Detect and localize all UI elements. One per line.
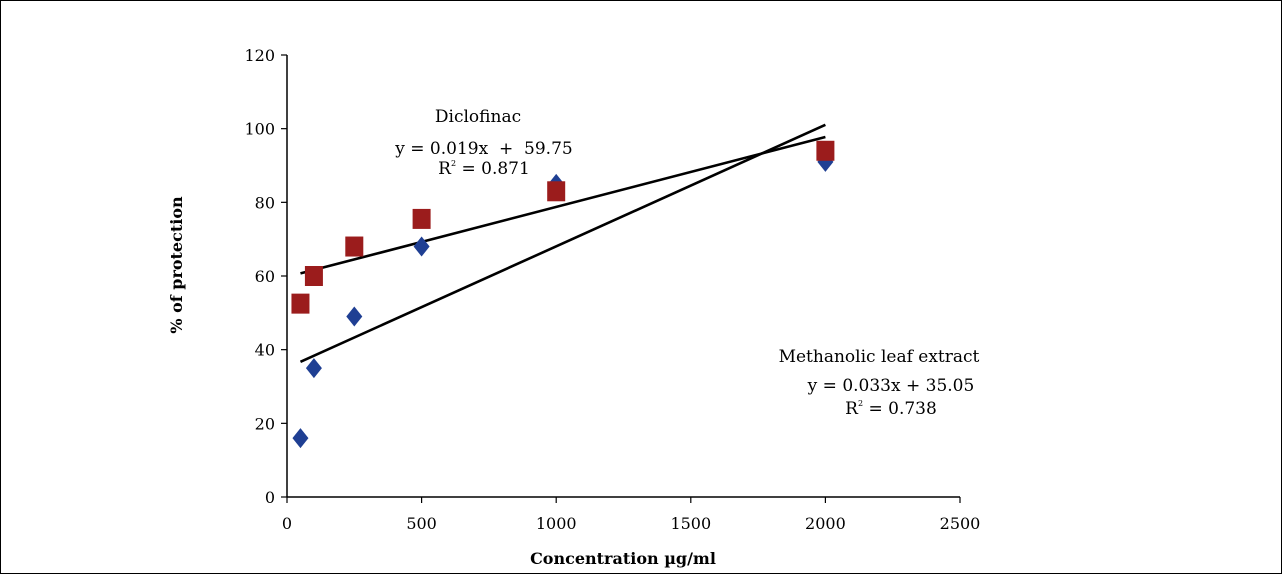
- x-tick-label: 500: [406, 514, 437, 533]
- diclofinac-label: Diclofinac: [435, 107, 521, 127]
- y-tick-label: 20: [255, 414, 275, 433]
- y-tick-label: 120: [244, 46, 275, 65]
- diclofinac-r2: R2 = 0.871: [438, 159, 530, 179]
- diamond-marker: [413, 236, 430, 257]
- y-tick-label: 60: [255, 267, 275, 286]
- trendline-series-1: [299, 123, 826, 364]
- y-axis-ticks: 0 20 40 60 80 100 120: [244, 46, 287, 507]
- diamond-marker: [346, 306, 363, 327]
- diamond-marker: [305, 358, 322, 379]
- square-marker: [412, 208, 431, 229]
- diclofinac-r2-sup: 2: [451, 159, 456, 168]
- y-tick-label: 80: [255, 193, 275, 212]
- x-axis-ticks: 0 500 1000 1500 2000 2500: [282, 497, 980, 533]
- x-axis-title: Concentration µg/ml: [530, 549, 716, 568]
- extract-equation: y = 0.033x + 35.05: [807, 376, 975, 396]
- square-marker: [816, 140, 835, 161]
- square-marker: [304, 266, 323, 286]
- extract-r2-sup: 2: [858, 399, 863, 408]
- extract-r2-prefix: R: [845, 399, 859, 419]
- x-tick-label: 2500: [940, 514, 981, 533]
- x-tick-label: 0: [282, 514, 292, 533]
- trendlines: [299, 123, 826, 364]
- extract-label: Methanolic leaf extract: [779, 347, 980, 367]
- extract-r2-suffix: = 0.738: [863, 399, 937, 419]
- square-marker: [291, 293, 310, 314]
- y-tick-label: 100: [244, 120, 275, 139]
- diclofinac-r2-prefix: R: [438, 159, 452, 179]
- extract-r2: R2 = 0.738: [845, 399, 937, 419]
- square-marker: [345, 236, 364, 257]
- x-tick-label: 1500: [670, 514, 711, 533]
- diclofinac-r2-suffix: = 0.871: [456, 159, 530, 179]
- diclofinac-equation: y = 0.019x + 59.75: [394, 139, 572, 159]
- diamond-marker: [292, 428, 309, 449]
- y-axis-title: % of protection: [167, 196, 186, 334]
- x-tick-label: 1000: [536, 514, 577, 533]
- data-points: [291, 140, 835, 449]
- trendline-series-2: [300, 135, 826, 275]
- y-tick-label: 40: [255, 341, 275, 360]
- x-tick-label: 2000: [805, 514, 846, 533]
- square-marker: [547, 181, 566, 202]
- y-tick-label: 0: [265, 488, 275, 507]
